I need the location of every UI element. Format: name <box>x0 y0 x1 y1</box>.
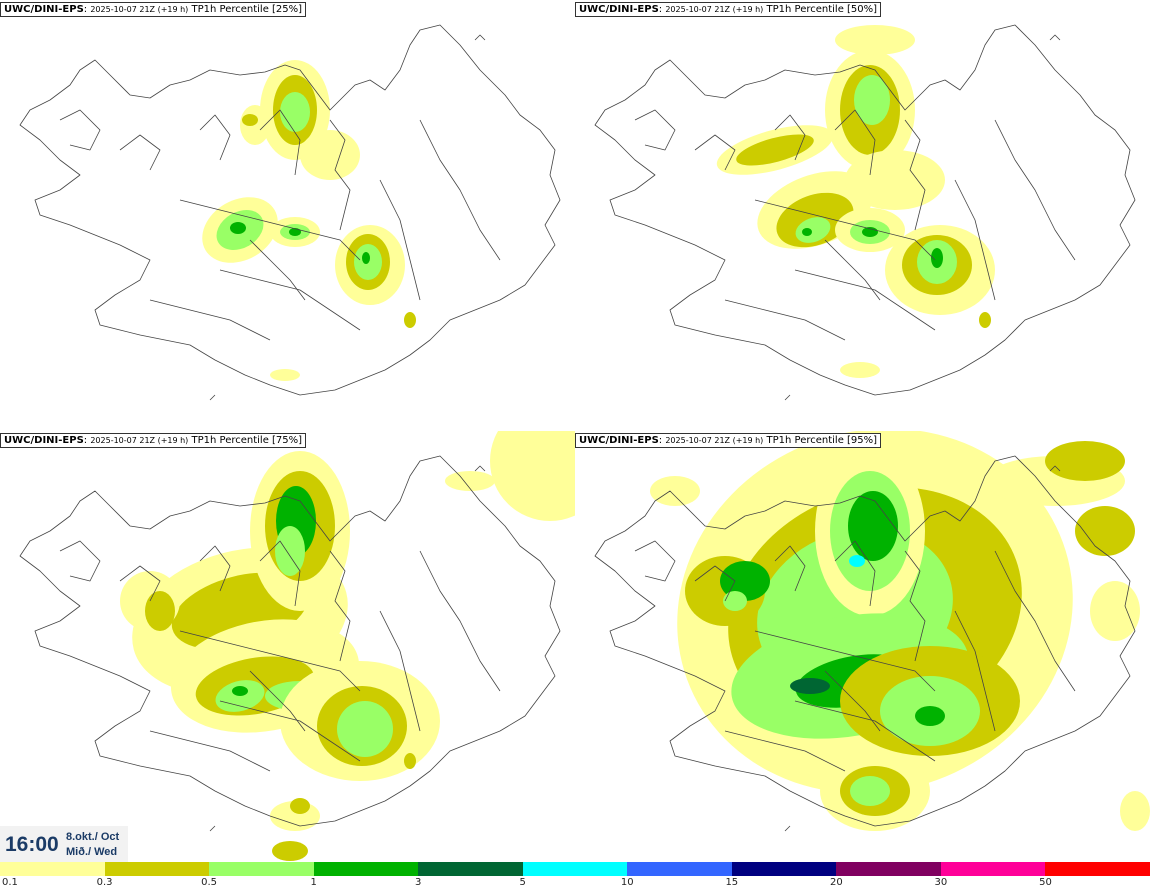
colorbar-swatch <box>1045 862 1150 876</box>
precip-area <box>1075 506 1135 556</box>
precip-area <box>979 312 991 328</box>
valid-date-line1: 8.okt./ Oct <box>66 831 120 843</box>
precip-area <box>723 591 747 611</box>
colorbar-tick-label: 50 <box>1039 877 1052 888</box>
map-panel-p50: UWC/DINI-EPS: 2025-10-07 21Z (+19 h) TP1… <box>575 0 1150 431</box>
precip-field <box>202 60 416 381</box>
colorbar-swatch <box>940 862 1046 876</box>
valid-date-line2: Mið./ Wed <box>66 846 118 858</box>
precip-area <box>835 25 915 55</box>
colorbar-tick-label: 3 <box>414 877 422 888</box>
panel-title: UWC/DINI-EPS: 2025-10-07 21Z (+19 h) TP1… <box>0 2 307 17</box>
colorbar-swatch <box>418 862 523 876</box>
precip-area <box>1045 441 1125 481</box>
precip-area <box>795 217 831 243</box>
colorbar <box>0 862 1150 876</box>
colorbar-tick-label: 30 <box>934 877 948 888</box>
precip-area <box>290 798 310 814</box>
precip-area <box>300 130 360 180</box>
precip-area <box>650 476 700 506</box>
valid-time: 16:00 <box>5 833 59 856</box>
precip-area <box>802 228 812 236</box>
colorbar-legend: 0.1 0.3 0.5 1 3 5 10 15 20 30 50 <box>0 862 1150 891</box>
precip-area <box>490 431 575 521</box>
colorbar-tick-label: 15 <box>725 877 739 888</box>
colorbar-swatch <box>104 862 210 876</box>
precip-field <box>120 431 575 861</box>
precip-field <box>650 431 1150 831</box>
colorbar-swatch <box>209 862 314 876</box>
precip-map <box>594 24 1136 401</box>
colorbar-tick-label: 10 <box>620 877 634 888</box>
precip-area <box>272 841 308 861</box>
colorbar-tick-label: 20 <box>829 877 843 888</box>
map-panel-p25: UWC/DINI-EPS: 2025-10-07 21Z (+19 h) TP1… <box>0 0 575 431</box>
precip-area <box>720 561 770 601</box>
valid-time-box: 16:00 8.okt./ Oct Mið./ Wed <box>0 826 128 862</box>
precip-map <box>19 24 561 401</box>
precip-area <box>848 491 898 561</box>
precip-area <box>230 222 246 234</box>
precip-area <box>736 134 814 166</box>
precip-area <box>275 526 305 576</box>
precip-map <box>19 431 575 861</box>
map-panel-p95: UWC/DINI-EPS: 2025-10-07 21Z (+19 h) TP1… <box>575 431 1150 862</box>
map-panel-p75: UWC/DINI-EPS: 2025-10-07 21Z (+19 h) TP1… <box>0 431 575 862</box>
precip-area <box>931 248 943 268</box>
precip-area <box>850 776 890 806</box>
colorbar-tick-label: 1 <box>310 877 317 888</box>
colorbar-swatch <box>836 862 941 876</box>
colorbar-swatch <box>313 862 419 876</box>
precip-area <box>337 701 393 757</box>
colorbar-swatch <box>731 862 837 876</box>
precip-area <box>849 555 865 567</box>
panel-title: UWC/DINI-EPS: 2025-10-07 21Z (+19 h) TP1… <box>575 433 882 448</box>
precip-area <box>854 75 890 125</box>
colorbar-swatch <box>0 862 105 876</box>
precip-area <box>845 150 945 210</box>
colorbar-tick-label: 0.3 <box>96 877 113 888</box>
precip-area <box>280 92 310 132</box>
precip-field <box>716 25 995 378</box>
panel-title: UWC/DINI-EPS: 2025-10-07 21Z (+19 h) TP1… <box>0 433 307 448</box>
colorbar-tick-label: 5 <box>519 877 526 888</box>
panel-title: UWC/DINI-EPS: 2025-10-07 21Z (+19 h) TP1… <box>575 2 882 17</box>
precip-area <box>790 678 830 694</box>
precip-area <box>289 228 301 236</box>
precip-area <box>1120 791 1150 831</box>
precip-area <box>445 471 495 491</box>
precip-area <box>915 706 945 726</box>
precip-area <box>404 312 416 328</box>
precip-area <box>840 362 880 378</box>
precip-area <box>270 369 300 381</box>
colorbar-tick-label: 0.1 <box>2 877 18 888</box>
precip-area <box>1090 581 1140 641</box>
precip-area <box>232 686 248 696</box>
precip-area <box>362 252 370 264</box>
precip-area <box>404 753 416 769</box>
precip-area <box>145 591 175 631</box>
precip-map <box>594 431 1150 832</box>
precip-area <box>242 114 258 126</box>
colorbar-swatch <box>627 862 732 876</box>
colorbar-swatch <box>522 862 628 876</box>
colorbar-tick-label: 0.5 <box>201 877 218 888</box>
